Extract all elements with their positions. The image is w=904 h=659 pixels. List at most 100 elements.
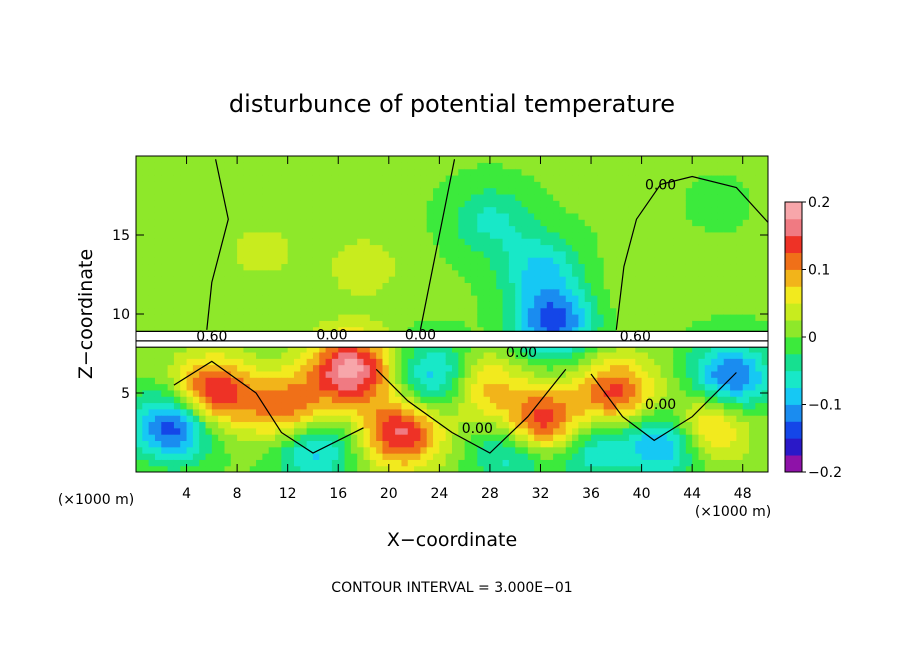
field-cell xyxy=(616,377,624,385)
field-cell xyxy=(673,307,681,315)
field-cell xyxy=(660,377,668,385)
field-cell xyxy=(635,200,643,208)
field-cell xyxy=(698,351,706,359)
field-cell xyxy=(300,402,308,410)
field-cell xyxy=(154,358,162,366)
field-cell xyxy=(622,244,630,252)
field-cell xyxy=(464,389,472,397)
field-cell xyxy=(439,307,447,315)
field-cell xyxy=(521,168,529,176)
field-cell xyxy=(616,389,624,397)
field-cell xyxy=(749,314,756,321)
field-cell xyxy=(458,408,466,416)
field-cell xyxy=(300,427,308,435)
field-cell xyxy=(660,459,668,467)
field-cell xyxy=(439,465,447,472)
field-cell xyxy=(218,453,226,460)
field-cell xyxy=(173,156,181,163)
field-cell xyxy=(628,288,636,296)
field-cell xyxy=(407,288,415,296)
field-cell xyxy=(369,219,377,227)
field-cell xyxy=(275,206,282,214)
field-cell xyxy=(262,187,270,195)
field-cell xyxy=(679,351,687,359)
field-cell xyxy=(540,307,548,315)
field-cell xyxy=(584,421,592,429)
field-cell xyxy=(426,162,434,170)
field-cell xyxy=(180,415,188,423)
field-cell xyxy=(224,370,232,378)
field-cell xyxy=(660,358,668,366)
field-cell xyxy=(603,383,611,391)
field-cell xyxy=(256,377,263,385)
field-cell xyxy=(249,301,257,309)
field-cell xyxy=(388,288,396,296)
field-cell xyxy=(230,282,238,290)
field-cell xyxy=(306,269,314,277)
field-cell xyxy=(673,370,681,378)
field-cell xyxy=(679,225,687,233)
field-cell xyxy=(407,212,415,220)
field-cell xyxy=(186,168,194,176)
field-cell xyxy=(673,459,681,467)
field-cell xyxy=(433,174,440,182)
field-cell xyxy=(306,200,314,208)
field-cell xyxy=(325,415,333,423)
field-cell xyxy=(376,434,384,441)
field-cell xyxy=(628,187,636,195)
field-cell xyxy=(736,421,744,429)
field-cell xyxy=(420,244,428,252)
field-cell xyxy=(685,453,693,460)
field-cell xyxy=(553,156,561,163)
field-cell xyxy=(508,358,516,366)
field-cell xyxy=(338,288,346,296)
field-cell xyxy=(312,440,320,448)
field-cell xyxy=(521,421,529,429)
field-cell xyxy=(376,314,384,321)
field-cell xyxy=(470,383,478,391)
field-cell xyxy=(275,370,282,378)
field-cell xyxy=(338,200,346,208)
field-cell xyxy=(249,364,257,372)
field-cell xyxy=(306,345,314,353)
field-cell xyxy=(154,440,162,448)
field-cell xyxy=(167,181,175,189)
field-cell xyxy=(515,345,523,353)
field-cell xyxy=(154,364,162,372)
field-cell xyxy=(610,181,617,189)
field-cell xyxy=(761,193,768,201)
field-cell xyxy=(584,427,592,435)
field-cell xyxy=(325,465,333,472)
field-cell xyxy=(426,370,434,378)
field-cell xyxy=(401,174,409,182)
field-cell xyxy=(243,206,251,214)
field-cell xyxy=(578,212,586,220)
field-cell xyxy=(572,402,579,410)
field-cell xyxy=(401,238,409,246)
field-cell xyxy=(211,383,219,391)
field-cell xyxy=(647,370,655,378)
field-cell xyxy=(736,427,744,435)
field-cell xyxy=(534,345,542,353)
field-cell xyxy=(445,446,453,454)
field-cell xyxy=(647,263,655,271)
field-cell xyxy=(755,314,763,321)
field-cell xyxy=(622,276,630,283)
field-cell xyxy=(761,351,768,359)
field-cell xyxy=(388,257,396,265)
field-cell xyxy=(527,459,535,467)
field-cell xyxy=(711,193,719,201)
field-cell xyxy=(445,231,453,239)
field-cell xyxy=(742,206,750,214)
field-cell xyxy=(559,206,567,214)
field-cell xyxy=(262,250,270,258)
field-cell xyxy=(540,459,548,467)
field-cell xyxy=(180,244,188,252)
field-cell xyxy=(730,314,737,321)
field-cell xyxy=(230,257,238,265)
field-cell xyxy=(331,421,339,429)
field-cell xyxy=(761,200,768,208)
field-cell xyxy=(477,269,485,277)
field-cell xyxy=(218,383,226,391)
field-cell xyxy=(262,244,270,252)
